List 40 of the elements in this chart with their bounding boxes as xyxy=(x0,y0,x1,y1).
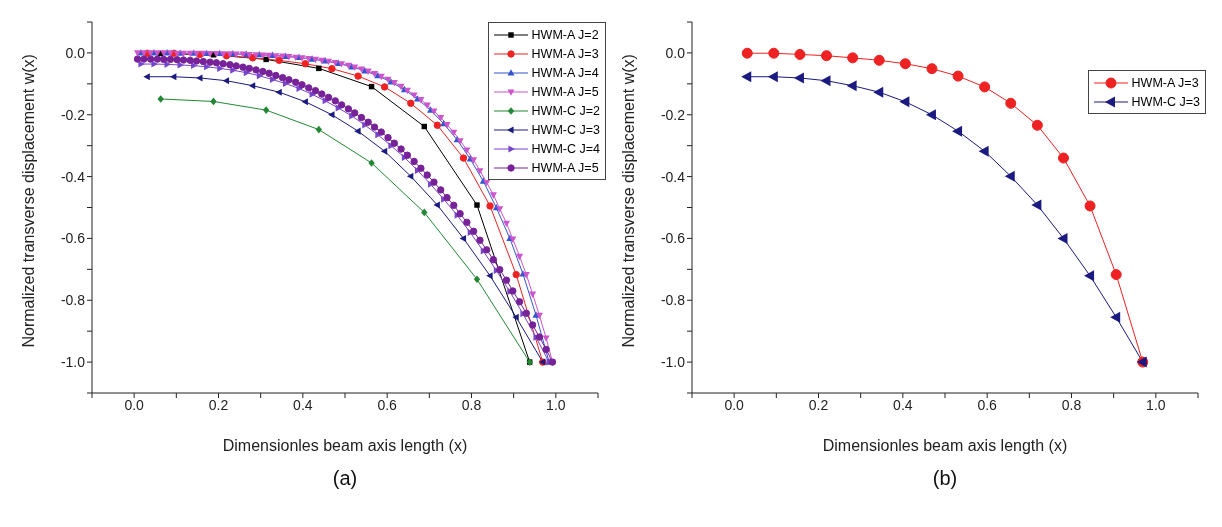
y-axis-title: Normalized transverse displacement w(x) xyxy=(19,54,37,348)
y-tick-label: -0.8 xyxy=(60,292,86,309)
legend-label: HWM-C J=3 xyxy=(531,122,600,137)
x-tick-label: 0.6 xyxy=(977,396,998,413)
y-tick-label: -0.2 xyxy=(60,106,86,123)
x-tick-label: 0.8 xyxy=(461,396,482,413)
text: (a) xyxy=(331,467,359,490)
y-tick-label: 0.0 xyxy=(665,44,686,61)
y-axis-title: Normalized transverse displacement w(x) xyxy=(619,54,637,348)
y-tick-label: -0.8 xyxy=(660,292,686,309)
y-tick-label: -1.0 xyxy=(660,354,686,371)
x-tick-label: 0.2 xyxy=(208,396,229,413)
x-tick-label: 1.0 xyxy=(1146,396,1166,413)
legend-label: HWM-C J=2 xyxy=(531,103,600,118)
x-tick-label: 1.0 xyxy=(546,396,566,413)
legend-label: HWM-A J=3 xyxy=(531,46,599,61)
x-tick-label: 0.8 xyxy=(1061,396,1082,413)
x-axis-title: Dimensionles beam axis length (x) xyxy=(822,437,1068,454)
y-tick-label: -0.6 xyxy=(60,230,86,247)
legend-label: HWM-A J=5 xyxy=(531,160,599,175)
y-tick-label: -0.4 xyxy=(660,168,686,185)
text: (b) xyxy=(931,467,959,490)
legend-label: HWM-A J=4 xyxy=(531,65,599,80)
x-tick-label: 0.0 xyxy=(124,396,145,413)
x-axis-title: Dimensionles beam axis length (x) xyxy=(222,437,468,454)
y-tick-label: 0.0 xyxy=(65,44,86,61)
x-tick-label: 0.6 xyxy=(377,396,398,413)
legend-label: HWM-A J=5 xyxy=(531,84,599,99)
x-tick-label: 0.2 xyxy=(808,396,829,413)
legend-label: HWM-C J=3 xyxy=(1131,94,1200,109)
x-tick-label: 0.4 xyxy=(893,396,913,413)
legend-label: HWM-C J=4 xyxy=(531,141,600,156)
y-tick-label: -0.2 xyxy=(660,106,686,123)
y-tick-label: -0.4 xyxy=(60,168,86,185)
x-tick-label: 0.4 xyxy=(293,396,313,413)
legend-label: HWM-A J=2 xyxy=(531,27,599,42)
legend-label: HWM-A J=3 xyxy=(1131,75,1199,90)
y-tick-label: -0.6 xyxy=(660,230,686,247)
x-tick-label: 0.0 xyxy=(724,396,745,413)
y-tick-label: -1.0 xyxy=(60,354,86,371)
